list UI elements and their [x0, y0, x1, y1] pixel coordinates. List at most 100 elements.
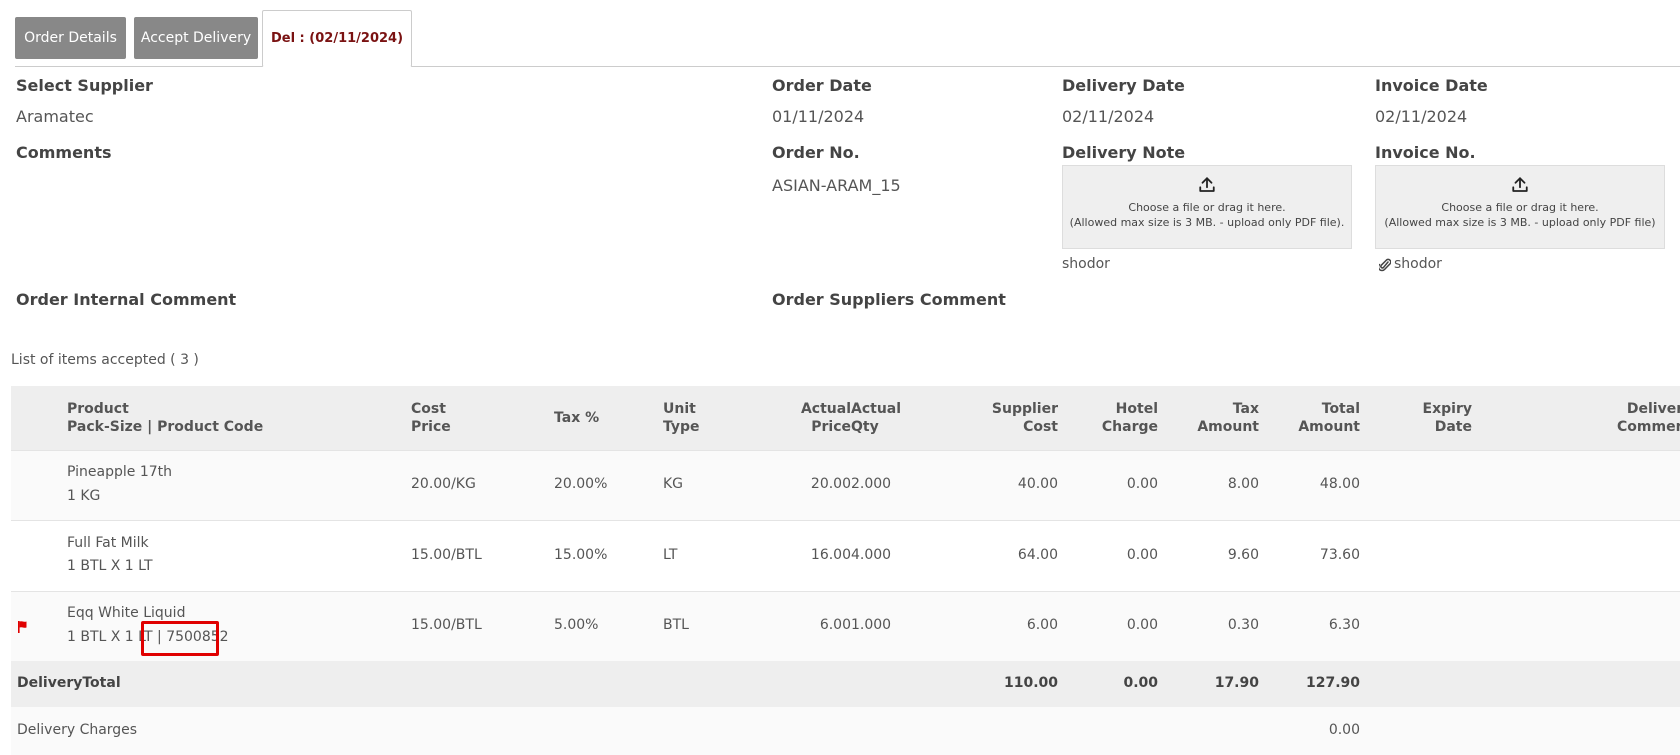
col-actual-qty-line1: Actual [851, 401, 902, 417]
col-supplier-line2: Cost [1023, 419, 1058, 435]
delivery-note-upload[interactable]: Choose a file or drag it here. (Allowed … [1062, 165, 1352, 249]
order-no-value: ASIAN-ARAM_15 [772, 176, 901, 195]
col-hotel-line1: Hotel [1115, 401, 1158, 417]
actual-qty: 4.000 [851, 547, 892, 563]
comments-label: Comments [16, 143, 112, 162]
tab-bar: Order Details Accept Delivery Del : (02/… [15, 10, 1680, 67]
tax-percent: 5.00% [554, 617, 599, 633]
actual-price: 6.00 [819, 617, 851, 633]
supplier-cost: 40.00 [1017, 476, 1058, 492]
invoice-date-value: 02/11/2024 [1375, 107, 1468, 126]
col-expiry-line2: Date [1434, 419, 1472, 435]
invoice-file[interactable]: shodor [1394, 256, 1442, 272]
col-total-amount: Total Amount [1298, 400, 1360, 436]
product-pack: 1 KG [67, 488, 101, 504]
hotel-charge: 0.00 [1126, 547, 1158, 563]
total-amount: 73.60 [1319, 547, 1360, 563]
actual-qty: 1.000 [851, 617, 892, 633]
delivery-charges-row: Delivery Charges 0.00 [11, 707, 1680, 755]
invoice-no-label: Invoice No. [1375, 143, 1476, 162]
col-unit-type: Unit Type [663, 400, 700, 436]
total-amount-sum: 127.90 [1305, 675, 1360, 691]
col-delivery-comment: Delivery Comment [1617, 400, 1680, 436]
supplier-cost: 64.00 [1017, 547, 1058, 563]
list-title: List of items accepted ( 3 ) [11, 352, 199, 368]
total-supplier-cost: 110.00 [1003, 675, 1058, 691]
delivery-total-row: DeliveryTotal 110.00 0.00 17.90 127.90 [11, 661, 1680, 707]
cost-price: 20.00/KG [411, 476, 476, 492]
hotel-charge: 0.00 [1126, 617, 1158, 633]
tax-amount: 8.00 [1227, 476, 1259, 492]
col-cost-price: Cost Price [411, 400, 451, 436]
col-tax-amount-line2: Amount [1197, 419, 1259, 435]
col-hotel-charge: Hotel Charge [1102, 400, 1158, 436]
col-actual-qty-line2: Qty [851, 419, 879, 435]
tax-amount: 9.60 [1227, 547, 1259, 563]
delivery-note-label: Delivery Note [1062, 143, 1186, 162]
actual-price: 16.00 [810, 547, 851, 563]
delivery-note-file[interactable]: shodor [1062, 256, 1110, 272]
upload-icon [1512, 177, 1528, 192]
tab-divider [15, 66, 1680, 67]
internal-comment-label: Order Internal Comment [16, 290, 237, 309]
order-no-label: Order No. [772, 143, 860, 162]
total-tax-amount: 17.90 [1214, 675, 1259, 691]
col-expiry-line1: Expiry [1422, 401, 1472, 417]
actual-qty: 2.000 [851, 476, 892, 492]
total-amount: 48.00 [1319, 476, 1360, 492]
paperclip-icon [1379, 258, 1391, 272]
actual-price: 20.00 [810, 476, 851, 492]
tab-delivery-date[interactable]: Del : (02/11/2024) [262, 10, 412, 67]
col-actual-price: Actual Price [801, 400, 851, 436]
col-product-line1: Product [67, 401, 129, 417]
col-unit-line1: Unit [663, 401, 696, 417]
col-hotel-line2: Charge [1101, 419, 1158, 435]
cost-price: 15.00/BTL [411, 547, 482, 563]
invoice-date-label: Invoice Date [1375, 76, 1488, 95]
tab-order-details[interactable]: Order Details [15, 17, 126, 59]
tax-amount: 0.30 [1227, 617, 1259, 633]
col-actual-qty: Actual Qty [851, 400, 901, 436]
invoice-upload[interactable]: Choose a file or drag it here. (Allowed … [1375, 165, 1665, 249]
col-supplier-cost: Supplier Cost [992, 400, 1058, 436]
delivery-charges-label: Delivery Charges [17, 722, 138, 738]
tab-accept-delivery[interactable]: Accept Delivery [134, 17, 258, 59]
flag-icon[interactable] [17, 620, 33, 634]
delivery-total-label: DeliveryTotal [17, 675, 121, 691]
total-hotel-charge: 0.00 [1123, 675, 1158, 691]
col-total-line1: Total [1321, 401, 1360, 417]
col-product-line2: Pack-Size | Product Code [67, 419, 264, 435]
col-cost-line2: Price [411, 419, 451, 435]
table-row[interactable]: Pineapple 17th 1 KG 20.00/KG 20.00% KG 2… [11, 450, 1680, 520]
delivery-date-value: 02/11/2024 [1062, 107, 1155, 126]
table-row[interactable]: Full Fat Milk 1 BTL X 1 LT 15.00/BTL 15.… [11, 520, 1680, 591]
upload-instruction: Choose a file or drag it here. [1128, 201, 1286, 214]
tax-percent: 15.00% [554, 547, 608, 563]
col-unit-line2: Type [663, 419, 700, 435]
order-date-value: 01/11/2024 [772, 107, 865, 126]
product-name: Pineapple 17th [67, 464, 172, 480]
col-tax: Tax % [554, 410, 600, 426]
product-pack: 1 BTL X 1 LT | 7500852 [67, 629, 229, 645]
unit-type: KG [663, 476, 684, 492]
tax-percent: 20.00% [554, 476, 608, 492]
product-code-highlight [141, 621, 219, 656]
product-pack: 1 BTL X 1 LT [67, 558, 153, 574]
order-date-label: Order Date [772, 76, 872, 95]
supplier-cost: 6.00 [1026, 617, 1058, 633]
supplier-value: Aramatec [16, 107, 94, 126]
unit-type: BTL [663, 617, 689, 633]
col-cost-line1: Cost [411, 401, 446, 417]
upload-limit: (Allowed max size is 3 MB. - upload only… [1384, 216, 1656, 229]
total-amount: 6.30 [1328, 617, 1360, 633]
upload-instruction: Choose a file or drag it here. [1441, 201, 1599, 214]
hotel-charge: 0.00 [1126, 476, 1158, 492]
col-actual-price-line2: Price [811, 419, 851, 435]
col-delivery-line2: Comment [1617, 419, 1680, 435]
col-tax-amount: Tax Amount [1197, 400, 1259, 436]
upload-icon [1199, 177, 1215, 192]
suppliers-comment-label: Order Suppliers Comment [772, 290, 1006, 309]
table-header: Product Pack-Size | Product Code Cost Pr… [11, 386, 1680, 450]
product-name: Full Fat Milk [67, 535, 149, 551]
table-row[interactable]: Eqq White Liquid 1 BTL X 1 LT | 7500852 … [11, 591, 1680, 661]
